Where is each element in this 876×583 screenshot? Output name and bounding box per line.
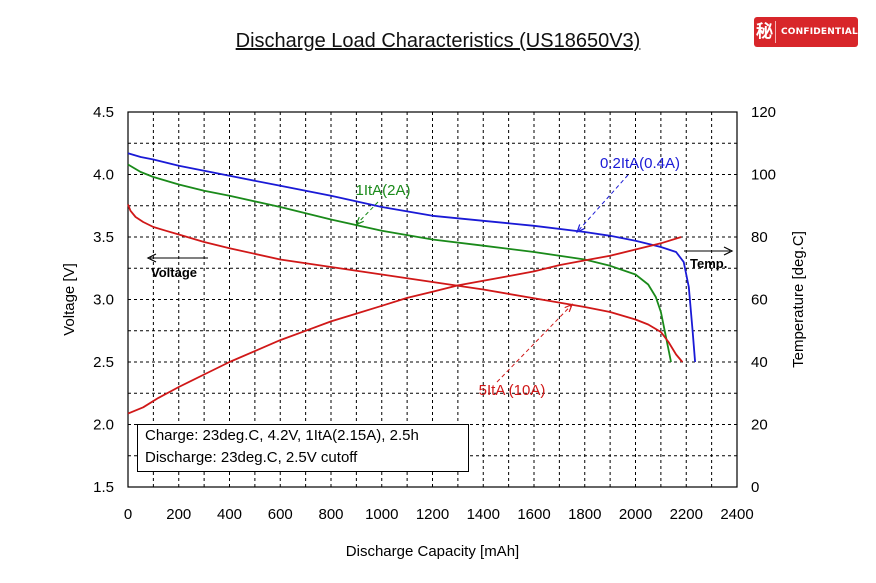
x-tick-label: 600 bbox=[268, 506, 293, 523]
y2-tick-label: 100 bbox=[751, 167, 776, 184]
series-line-1 bbox=[127, 163, 672, 363]
y2-tick-label: 120 bbox=[751, 104, 776, 121]
x-tick-label: 2400 bbox=[720, 506, 753, 523]
x-axis-label: Discharge Capacity [mAh] bbox=[346, 543, 519, 560]
y-tick-label: 1.5 bbox=[93, 479, 114, 496]
confidential-kanji: 秘 bbox=[754, 21, 776, 43]
temp-axis-indicator: Temp. bbox=[690, 256, 727, 271]
y-tick-label: 4.0 bbox=[93, 167, 114, 184]
y-tick-label: 4.5 bbox=[93, 104, 114, 121]
charge-condition: Charge: 23deg.C, 4.2V, 1ItA(2.15A), 2.5h bbox=[145, 427, 419, 444]
annotation-pointer-5ita bbox=[496, 304, 573, 383]
y-tick-label: 2.0 bbox=[93, 417, 114, 434]
x-tick-label: 400 bbox=[217, 506, 242, 523]
x-tick-label: 1800 bbox=[568, 506, 601, 523]
x-tick-label: 1000 bbox=[365, 506, 398, 523]
y2-tick-label: 0 bbox=[751, 479, 759, 496]
confidential-text: CONFIDENTIAL bbox=[780, 27, 858, 37]
annotation-pointer-1ita bbox=[356, 201, 379, 225]
annotation-pointer-5ita-head bbox=[564, 303, 574, 313]
y2-tick-label: 80 bbox=[751, 229, 768, 246]
x-tick-label: 1200 bbox=[416, 506, 449, 523]
x-tick-label: 1400 bbox=[467, 506, 500, 523]
annotation-label-5ita: 5ItA (10A) bbox=[479, 382, 546, 399]
x-tick-label: 800 bbox=[318, 506, 343, 523]
chart-title: Discharge Load Characteristics (US18650V… bbox=[235, 30, 641, 52]
y2-tick-label: 60 bbox=[751, 292, 768, 309]
x-tick-label: 0 bbox=[124, 506, 132, 523]
annotation-pointer-0p2ita bbox=[576, 174, 629, 233]
y-tick-label: 2.5 bbox=[93, 354, 114, 371]
x-tick-label: 2200 bbox=[670, 506, 703, 523]
y2-tick-label: 20 bbox=[751, 417, 768, 434]
series-line-0 bbox=[127, 152, 696, 363]
series-line-3 bbox=[127, 236, 682, 415]
test-conditions-box: Charge: 23deg.C, 4.2V, 1ItA(2.15A), 2.5h… bbox=[137, 424, 469, 472]
x-tick-label: 1600 bbox=[517, 506, 550, 523]
annotation-label-0p2ita: 0.2ItA(0.4A) bbox=[600, 155, 680, 172]
annotation-pointer-1ita-head bbox=[355, 216, 364, 226]
y-axis-label: Voltage [V] bbox=[61, 263, 78, 336]
x-tick-label: 200 bbox=[166, 506, 191, 523]
x-tick-label: 2000 bbox=[619, 506, 652, 523]
annotation-label-1ita: 1ItA(2A) bbox=[355, 182, 410, 199]
y-tick-label: 3.5 bbox=[93, 229, 114, 246]
series-line-2 bbox=[127, 204, 684, 363]
temp-arrow-head bbox=[723, 246, 734, 256]
annotation-pointer-0p2ita-head bbox=[576, 224, 585, 234]
discharge-condition: Discharge: 23deg.C, 2.5V cutoff bbox=[145, 449, 358, 466]
confidential-badge: 秘 CONFIDENTIAL bbox=[754, 17, 858, 47]
y2-tick-label: 40 bbox=[751, 354, 768, 371]
y-tick-label: 3.0 bbox=[93, 292, 114, 309]
y2-axis-label: Temperature [deg.C] bbox=[790, 231, 807, 368]
voltage-axis-indicator: Voltage bbox=[151, 265, 197, 280]
plot-frame bbox=[127, 111, 738, 488]
voltage-arrow-head bbox=[146, 253, 157, 263]
